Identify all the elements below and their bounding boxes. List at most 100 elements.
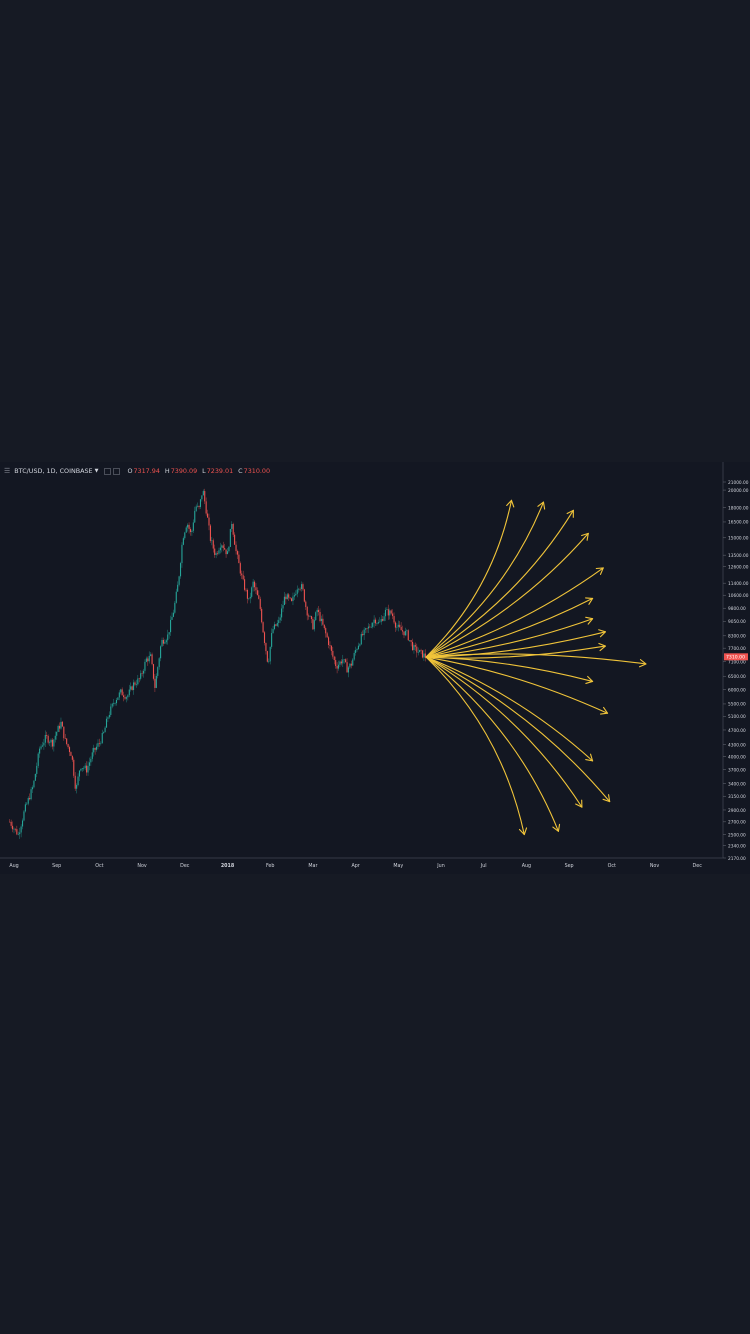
candle-body — [181, 544, 183, 564]
price-tick-label: 11400.00 — [728, 581, 749, 587]
price-tick-label: 2900.00 — [728, 808, 746, 814]
candle-body — [118, 692, 120, 698]
candle-body — [66, 738, 68, 744]
candle-body — [91, 752, 93, 759]
candle-body — [16, 829, 18, 835]
price-tick-label: 3400.00 — [728, 781, 746, 787]
candle-body — [330, 645, 332, 651]
candle-body — [349, 663, 351, 668]
candle-body — [262, 622, 264, 633]
candle-body — [104, 727, 106, 733]
candle-body — [392, 613, 394, 617]
candle-body — [373, 619, 375, 623]
candle-body — [221, 545, 223, 548]
arrow-head — [518, 827, 528, 836]
candle-body — [383, 616, 385, 621]
candle-body — [393, 616, 395, 623]
open-value: O7317.94 — [127, 467, 160, 475]
candle-body — [19, 832, 21, 835]
candle-body — [340, 661, 342, 664]
arrow-head — [598, 629, 606, 638]
candle-body — [189, 529, 192, 533]
candle-body — [74, 775, 76, 789]
time-axis[interactable]: Aug Sep Oct Nov Dec 2018 Feb Mar Apr May Jun Jul Aug… — [9, 863, 702, 869]
caret-down-icon[interactable]: ▼ — [94, 468, 99, 474]
candle-body — [357, 645, 359, 650]
projection-arrow — [425, 499, 513, 658]
candle-body — [13, 828, 15, 830]
hamburger-menu-icon[interactable]: ☰ — [4, 467, 11, 475]
symbol-label[interactable]: BTC/USD, 1D, COINBASE — [14, 467, 93, 475]
candle-body — [261, 608, 263, 623]
price-tick-label: 5100.00 — [728, 714, 746, 720]
price-tick-label: 6500.00 — [728, 674, 746, 680]
candle-body — [40, 746, 42, 749]
candle-body — [152, 664, 155, 679]
candle-body — [390, 610, 392, 614]
candle-body — [191, 530, 193, 533]
candle-body — [382, 619, 384, 621]
candle-body — [353, 652, 355, 660]
candle-body — [286, 594, 288, 600]
candle-body — [409, 640, 411, 641]
candle-body — [345, 659, 347, 663]
candle-body — [365, 628, 367, 630]
candle-body — [268, 661, 270, 662]
candle-body — [343, 659, 345, 660]
candle-body — [105, 718, 108, 728]
candle-body — [318, 609, 320, 613]
candle-body — [384, 609, 387, 617]
candle-body — [256, 590, 258, 596]
time-tick-label: Aug — [9, 863, 18, 869]
candle-body — [70, 752, 72, 756]
candle-body — [389, 610, 391, 616]
square-icon[interactable] — [104, 467, 112, 475]
price-tick-label: 15000.00 — [728, 536, 749, 542]
time-tick-label: 2018 — [221, 863, 235, 869]
candle-body — [291, 598, 293, 602]
arrow-head — [552, 823, 561, 832]
projection-arrow — [425, 509, 574, 658]
candle-body — [140, 673, 142, 679]
candle-body — [39, 748, 41, 754]
arrow-head — [581, 532, 589, 541]
candle-body — [93, 747, 95, 753]
time-tick-label: Feb — [266, 863, 275, 869]
price-chart[interactable]: 21000.00 20000.00 18000.00 16500.00 15000.00… — [0, 462, 750, 874]
candle-body — [71, 755, 73, 760]
candle-body — [419, 649, 421, 653]
candle-body — [36, 765, 38, 774]
candle-body — [249, 596, 251, 599]
candle-body — [78, 770, 81, 777]
candle-body — [61, 721, 63, 727]
candle-body — [232, 523, 234, 535]
candle-body — [299, 588, 301, 590]
price-axis[interactable]: 21000.00 20000.00 18000.00 16500.00 15000.00… — [723, 480, 749, 862]
candle-body — [171, 616, 173, 620]
candle-body — [336, 665, 338, 669]
candle-body — [266, 651, 268, 662]
candle-body — [411, 641, 414, 651]
candle-body — [219, 547, 221, 551]
candle-body — [101, 733, 103, 744]
candle-body — [195, 506, 197, 511]
candle-body — [362, 633, 364, 636]
last-price-label: 7310.00 — [726, 655, 745, 661]
square-icon[interactable] — [113, 467, 121, 475]
arrow-head — [598, 642, 606, 652]
candle-body — [242, 575, 244, 580]
candle-body — [135, 684, 137, 685]
projection-arrow — [425, 656, 583, 808]
price-tick-label: 2700.00 — [728, 820, 746, 826]
projection-arrow — [425, 656, 559, 832]
candle-body — [386, 609, 388, 610]
candle-body — [64, 738, 66, 739]
price-tick-label: 10600.00 — [728, 593, 749, 599]
candle-body — [421, 650, 424, 658]
candle-body — [205, 501, 207, 514]
candle-body — [228, 546, 230, 552]
candle-body — [269, 646, 271, 662]
candle-body — [80, 768, 82, 771]
chart-container[interactable]: 21000.00 20000.00 18000.00 16500.00 15000.00… — [0, 462, 750, 874]
candle-body — [76, 785, 78, 789]
